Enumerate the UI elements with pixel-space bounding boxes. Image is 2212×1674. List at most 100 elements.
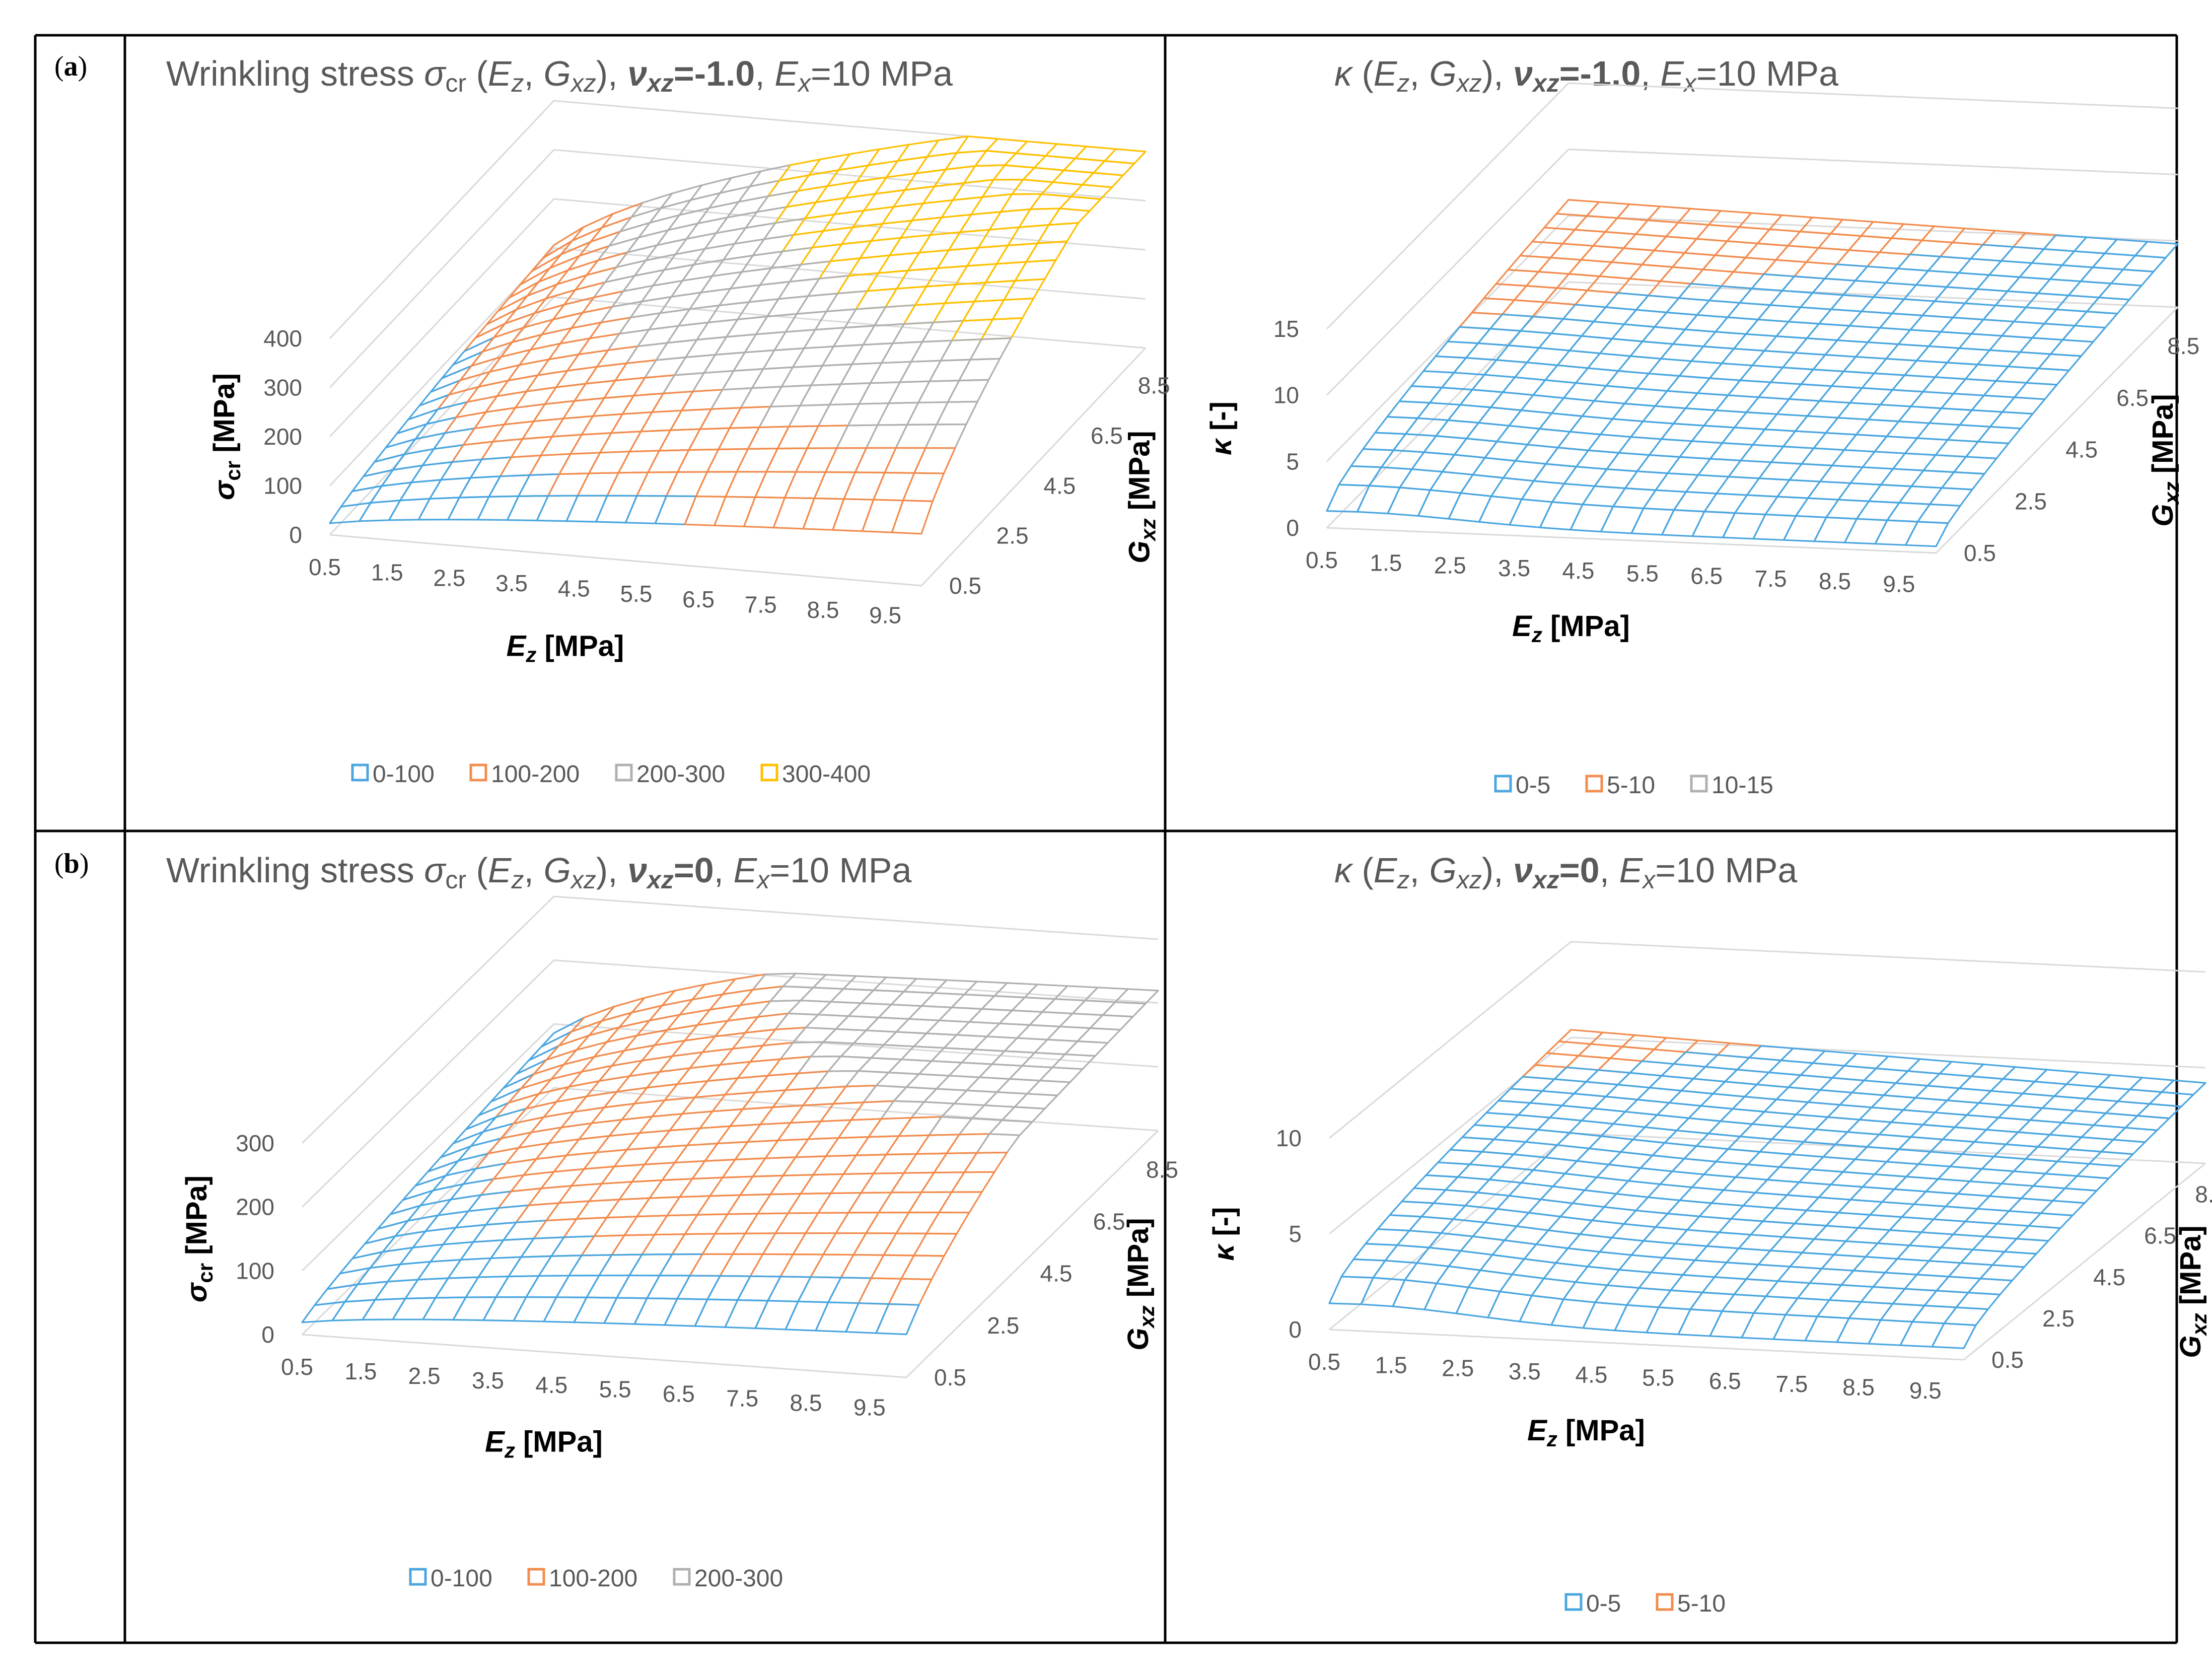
chart-title: Wrinkling stress σcr (Ez, Gxz), νxz=-1.0…: [166, 54, 953, 97]
x-tick-label: 9.5: [853, 1394, 886, 1421]
surface-cell: [1455, 1286, 1501, 1318]
surface-cell: [419, 1183, 464, 1207]
surface-cell: [1626, 1287, 1672, 1308]
legend-swatch: [409, 1568, 427, 1586]
surface-cell: [2019, 337, 2064, 355]
surface-cell: [511, 318, 554, 343]
surface-cell: [1389, 1201, 1435, 1218]
surface-cell: [1813, 432, 1858, 451]
surface-cell: [581, 1050, 625, 1073]
x-tick-label: 6.5: [682, 586, 715, 612]
legend-label: 5-10: [1677, 1590, 1726, 1617]
z-tick-label: 300: [236, 1130, 274, 1156]
surface-cell: [708, 185, 751, 209]
surface-cell: [719, 170, 762, 194]
surface-cell: [1836, 325, 1881, 343]
z-tick-label: 5: [1289, 1221, 1302, 1247]
chart-title: Wrinkling stress σcr (Ez, Gxz), νxz=0, E…: [166, 851, 911, 894]
legend: 0-100 100-200 200-300 300-400: [351, 761, 871, 788]
surface-cell: [1955, 1292, 2001, 1310]
x-tick-label: 4.5: [1562, 557, 1594, 584]
legend-swatch: [527, 1568, 545, 1586]
surface-cell: [1843, 434, 1888, 453]
x-tick-labels: 0.5 1.5 2.5 3.5 4.5 5.5 6.5 7.5 8.5 9.5: [1306, 547, 1915, 597]
surface-cell: [1638, 1272, 1684, 1291]
surface-cell: [1745, 318, 1790, 337]
surface-cell: [1026, 1080, 1071, 1096]
surface-cell: [1885, 343, 1930, 362]
surface-cell: [1352, 1243, 1398, 1262]
surface-cell: [1777, 1266, 1823, 1284]
surface-cell: [2013, 382, 2058, 400]
x-tick-label: 1.5: [344, 1358, 377, 1384]
surface-cell: [1399, 468, 1444, 491]
surface-cell: [660, 184, 703, 209]
x-tick-label: 2.5: [1434, 552, 1466, 579]
surface-cell: [1959, 409, 2004, 428]
depth-tick-label: 6.5: [1093, 1209, 1125, 1235]
surface-cell: [1521, 480, 1565, 503]
surface-cell: [1806, 323, 1850, 341]
surface-cell: [1691, 425, 1736, 444]
surface-cell: [1089, 1014, 1134, 1031]
surface-cell: [1837, 402, 1882, 421]
surface-cell: [1507, 255, 1552, 273]
legend-label: 100-200: [549, 1565, 637, 1592]
surface-cell: [1614, 1304, 1660, 1334]
surface-cell: [489, 348, 532, 373]
gridline: [301, 1023, 1159, 1272]
legend: 0-5 5-10: [1564, 1590, 1726, 1617]
surface-cell: [1582, 485, 1626, 508]
surface-cell: [1423, 1282, 1469, 1314]
z-tick-label: 10: [1276, 1125, 1302, 1151]
surface-cell: [1958, 333, 2003, 351]
floor-edge: [329, 347, 1147, 587]
surface-cell: [1898, 405, 1943, 424]
z-tick-label: 100: [263, 473, 302, 499]
x-tick-label: 9.5: [1883, 571, 1915, 597]
surface-cell: [2025, 367, 2070, 386]
surface-cell: [1903, 284, 1948, 302]
surface-cell: [1660, 423, 1705, 442]
legend-swatch: [351, 763, 369, 782]
surface-cell: [947, 379, 990, 403]
x-tick-label: 1.5: [371, 560, 403, 586]
x-tick-label: 0.5: [281, 1354, 313, 1380]
surface-cell: [604, 259, 647, 284]
surface-cell: [875, 1303, 920, 1336]
surface-cell: [1594, 468, 1638, 490]
depth-tick-label: 6.5: [1091, 423, 1123, 449]
x-axis-title: Ez [MPa]: [1512, 610, 1630, 647]
surface-cell: [2031, 323, 2076, 341]
z-axis-title: κ [-]: [1205, 401, 1238, 455]
surface-cell: [2001, 396, 2046, 415]
legend-label: 200-300: [694, 1565, 783, 1592]
surface-cell: [2013, 306, 2057, 325]
surface-cell: [1658, 1289, 1703, 1310]
legend-label: 5-10: [1607, 772, 1655, 799]
gridline: [301, 959, 1159, 1208]
surface-cell: [1014, 259, 1057, 282]
surface-cell: [1648, 438, 1693, 458]
legend-label: 200-300: [636, 761, 725, 788]
surface-cell: [1861, 372, 1906, 391]
z-tick-label: 100: [236, 1258, 274, 1284]
surface-cell: [1952, 302, 1996, 321]
legend: 0-5 5-10 10-15: [1494, 772, 1773, 799]
gridline: [301, 895, 1159, 1144]
surface-cell: [1411, 451, 1456, 473]
surface-cell: [1670, 1274, 1716, 1293]
z-tick-label: 0: [1289, 1316, 1302, 1343]
surface-cell: [951, 1171, 995, 1193]
surface-cell: [1940, 392, 1985, 411]
legend-label: 0-100: [431, 1565, 492, 1592]
surface-cell: [500, 1116, 545, 1140]
surface-cell: [1416, 402, 1461, 421]
back-walls: [1326, 82, 2179, 554]
x-axis-title: Ez [MPa]: [485, 1426, 603, 1462]
chart-title: κ (Ez, Gxz), νxz=-1.0, Ex=10 MPa: [1334, 54, 1838, 97]
surface-cell: [1872, 1272, 1918, 1290]
surface-cell: [1772, 1314, 1818, 1342]
surface-mesh: [301, 972, 1159, 1336]
